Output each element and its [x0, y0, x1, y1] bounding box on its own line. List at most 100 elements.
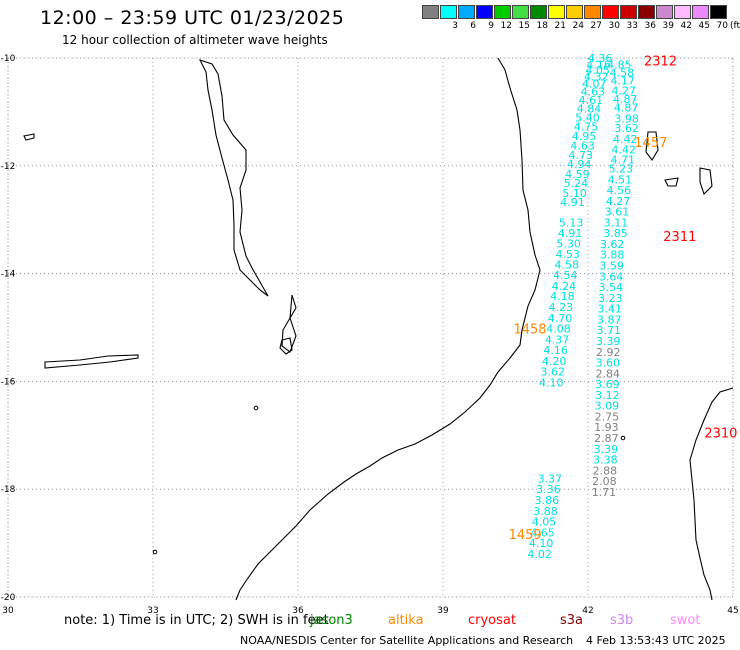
colorbar-unit: (ft) [730, 21, 740, 31]
swh-value: 5.24 [564, 177, 589, 190]
swh-value: 3.88 [533, 505, 558, 518]
colorbar-tick-label: 42 [680, 21, 692, 31]
colorbar-swatch [656, 5, 673, 19]
swh-value: 3.11 [604, 216, 629, 229]
swh-value: 4.70 [548, 312, 573, 325]
map-frame [7, 57, 734, 598]
track-label: 1458 [513, 323, 546, 338]
coastline [198, 59, 269, 297]
swh-value: 5.10 [562, 187, 587, 200]
swh-value: 3.12 [595, 389, 620, 402]
colorbar-tick-label: 33 [626, 21, 638, 31]
lat-tick-label: -12 [1, 162, 16, 172]
colorbar-swatch [692, 5, 709, 19]
lat-tick-label: -14 [1, 270, 16, 280]
coastline [235, 57, 541, 601]
swh-value: 4.32 [584, 70, 609, 83]
swh-value: 4.75 [574, 120, 599, 133]
swh-value: 4.94 [567, 158, 592, 171]
swh-value: 4.51 [608, 173, 633, 186]
lon-tick-label: 33 [147, 606, 158, 616]
swh-value: 3.62 [600, 238, 625, 251]
swh-value: 4.42 [613, 133, 638, 146]
satellite-legend-cryosat: cryosat [468, 613, 516, 628]
colorbar-swatch [548, 5, 565, 19]
lon-tick-label: 36 [292, 606, 304, 616]
swh-value: 5.13 [559, 216, 584, 229]
coastline [664, 177, 679, 187]
colorbar-swatch [584, 5, 601, 19]
colorbar-tick-label: 36 [644, 21, 656, 31]
swh-value: 4.16 [586, 58, 611, 71]
colorbar-tick-label: 45 [698, 21, 710, 31]
swh-value: 3.54 [598, 281, 623, 294]
swh-value: 3.64 [599, 270, 624, 283]
swh-value: 4.27 [612, 84, 637, 97]
swh-value: 1.71 [592, 486, 617, 499]
track-label: 1457 [634, 136, 667, 151]
swh-value: 3.62 [540, 366, 565, 379]
footer-timestamp: 4 Feb 13:53:43 UTC 2025 [586, 634, 726, 647]
lat-tick-label: -10 [1, 54, 16, 64]
swh-value: 4.16 [543, 344, 568, 357]
swh-value: 3.98 [614, 112, 639, 125]
colorbar-tick-label: 24 [572, 21, 584, 31]
track-label: 2310 [704, 427, 737, 442]
island [253, 405, 259, 411]
swh-value: 4.10 [529, 537, 554, 550]
track-label: 1459 [509, 528, 542, 543]
lon-tick-label: 45 [727, 606, 738, 616]
swh-value: 4.53 [555, 248, 580, 261]
swh-value: 3.39 [594, 443, 619, 456]
swh-value: 4.10 [539, 376, 564, 389]
swh-value: 4.71 [611, 153, 636, 166]
colorbar-swatch [566, 5, 583, 19]
lat-tick-label: -18 [1, 485, 16, 495]
track-label: 2311 [663, 230, 696, 245]
colorbar-swatch [494, 5, 511, 19]
footer-credit: NOAA/NESDIS Center for Satellite Applica… [240, 634, 574, 647]
swh-value: 2.92 [596, 346, 621, 359]
swh-value: 4.63 [570, 139, 595, 152]
swh-value: 5.30 [556, 237, 581, 250]
footer-note: note: 1) Time is in UTC; 2) SWH is in fe… [64, 613, 329, 628]
swh-value: 1.93 [594, 421, 619, 434]
colorbar-tick-label: 15 [518, 21, 530, 31]
swh-value: 3.86 [535, 494, 560, 507]
coastline [281, 294, 297, 353]
coastline [44, 354, 139, 369]
lon-tick-label: 42 [582, 606, 593, 616]
swh-value: 3.62 [614, 122, 639, 135]
swh-value: 4.84 [577, 103, 602, 116]
colorbar-tick-label: 9 [488, 21, 494, 31]
satellite-legend-altika: altika [388, 613, 424, 628]
swh-value: 4.73 [569, 149, 594, 162]
coastline [645, 131, 659, 161]
swh-value: 3.38 [593, 454, 618, 467]
swh-value: 3.09 [595, 400, 620, 413]
colorbar-swatch [602, 5, 619, 19]
swh-value: 4.05 [585, 64, 610, 77]
lon-tick-label: 39 [437, 606, 449, 616]
swh-value: 4.59 [565, 168, 590, 181]
swh-value: 4.42 [612, 144, 637, 157]
swh-value: 3.37 [538, 472, 563, 485]
swh-value: 4.91 [560, 196, 585, 209]
colorbar-swatch [620, 5, 637, 19]
swh-value: 4.02 [527, 548, 552, 561]
colorbar-tick-label: 70 [716, 21, 728, 31]
swh-value: 3.41 [598, 303, 623, 316]
swh-value: 4.27 [606, 195, 631, 208]
swh-value: 2.08 [592, 475, 617, 488]
swh-value: 2.84 [596, 367, 621, 380]
swh-value: 3.60 [596, 357, 621, 370]
swh-value: 4.17 [611, 75, 636, 88]
page-title: 12:00 – 23:59 UTC 01/23/2025 [40, 7, 345, 29]
swh-value: 4.23 [549, 301, 574, 314]
swh-value: 3.85 [603, 227, 628, 240]
coastline [699, 167, 713, 196]
colorbar-swatch [512, 5, 529, 19]
